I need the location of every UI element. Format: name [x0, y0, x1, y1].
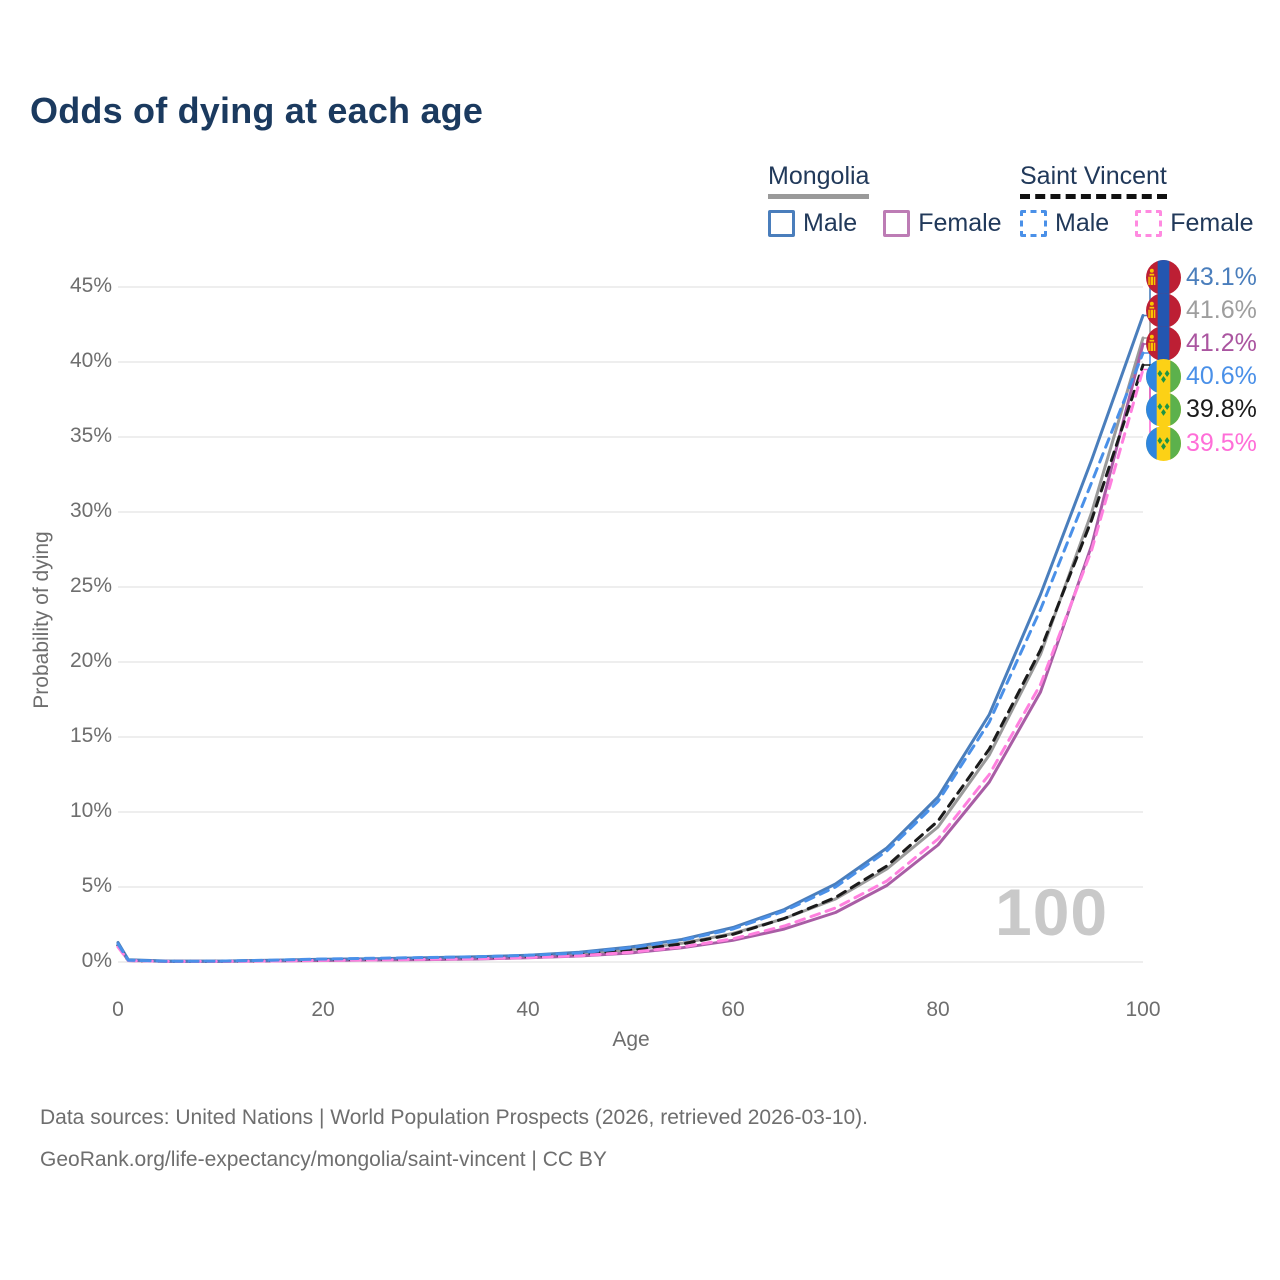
end-label-mongolia-total[interactable]: 41.6% [1146, 292, 1257, 328]
age-watermark: 100 [995, 875, 1109, 949]
end-label-sv-male[interactable]: 40.6% [1146, 359, 1257, 395]
legend-item-sv-female[interactable]: Female [1135, 209, 1254, 238]
legend-item-sv-male[interactable]: Male [1020, 209, 1109, 238]
end-label-value: 41.2% [1186, 328, 1257, 357]
mongolia-flag-icon [1146, 292, 1181, 328]
end-label-value: 39.5% [1186, 428, 1257, 457]
legend-label-sv-male: Male [1055, 209, 1110, 237]
series-line-mongolia-male[interactable] [116, 314, 1145, 963]
legend-title-mongolia: Mongolia [768, 162, 870, 199]
y-tick-label-0%: 0% [81, 949, 112, 972]
end-label-mongolia-male[interactable]: 43.1% [1146, 259, 1257, 295]
x-tick-label-80: 80 [926, 998, 950, 1021]
x-tick-label-60: 60 [721, 998, 745, 1021]
series-line-sv-total[interactable] [116, 363, 1145, 963]
series-line-mongolia-female[interactable] [116, 342, 1145, 963]
page-title: Odds of dying at each age [30, 90, 484, 131]
end-label-value: 41.6% [1186, 295, 1257, 324]
series-line-sv-male[interactable] [116, 351, 1145, 963]
y-tick-label-10%: 10% [69, 799, 112, 822]
x-tick-label-100: 100 [1125, 998, 1161, 1021]
legend-label-mongolia-male: Male [803, 209, 858, 237]
y-tick-label-35%: 35% [69, 424, 112, 447]
saint-vincent-flag-icon [1146, 425, 1181, 461]
legend-title-saint-vincent: Saint Vincent [1020, 162, 1167, 199]
legend-row-saint-vincent: Male Female [1020, 209, 1254, 238]
y-tick-label-45%: 45% [69, 274, 112, 297]
y-tick-label-30%: 30% [69, 499, 112, 522]
legend-group-saint-vincent: Saint Vincent Male Female [1020, 162, 1254, 238]
x-tick-label-0: 0 [112, 998, 124, 1021]
legend-row-mongolia: Male Female [768, 209, 1002, 238]
mongolia-flag-icon [1146, 325, 1181, 361]
mongolia-male-swatch-icon [768, 210, 795, 237]
legend-item-mongolia-male[interactable]: Male [768, 209, 857, 238]
end-label-value: 40.6% [1186, 362, 1257, 391]
x-axis-title: Age [612, 1028, 650, 1051]
mongolia-flag-icon [1146, 259, 1181, 295]
legend-group-mongolia: Mongolia Male Female [768, 162, 1002, 238]
end-label-value: 39.8% [1186, 395, 1257, 424]
end-label-sv-female[interactable]: 39.5% [1146, 425, 1257, 461]
legend-label-sv-female: Female [1170, 209, 1254, 237]
sv-female-swatch-icon [1135, 210, 1163, 237]
y-tick-label-25%: 25% [69, 574, 112, 597]
mongolia-female-swatch-icon [883, 210, 911, 237]
y-tick-label-20%: 20% [69, 649, 112, 672]
x-tick-label-40: 40 [516, 998, 540, 1021]
footer-attribution: GeoRank.org/life-expectancy/mongolia/sai… [40, 1148, 607, 1171]
series-line-sv-female[interactable] [116, 368, 1145, 963]
end-label-mongolia-female[interactable]: 41.2% [1146, 325, 1257, 361]
y-axis-title: Probability of dying [30, 531, 53, 709]
footer-data-sources: Data sources: United Nations | World Pop… [40, 1106, 869, 1129]
series-line-mongolia-total[interactable] [116, 336, 1145, 963]
sv-male-swatch-icon [1020, 210, 1047, 237]
footer: Data sources: United Nations | World Pop… [40, 1106, 868, 1190]
end-label-sv-total[interactable]: 39.8% [1146, 392, 1257, 428]
saint-vincent-flag-icon [1146, 392, 1181, 428]
legend-label-mongolia-female: Female [918, 209, 1002, 237]
x-tick-label-20: 20 [311, 998, 335, 1021]
legend-item-mongolia-female[interactable]: Female [883, 209, 1002, 238]
saint-vincent-flag-icon [1146, 359, 1181, 395]
y-tick-label-5%: 5% [81, 874, 112, 897]
end-label-value: 43.1% [1186, 262, 1257, 291]
y-tick-label-40%: 40% [69, 349, 112, 372]
y-tick-label-15%: 15% [69, 724, 112, 747]
